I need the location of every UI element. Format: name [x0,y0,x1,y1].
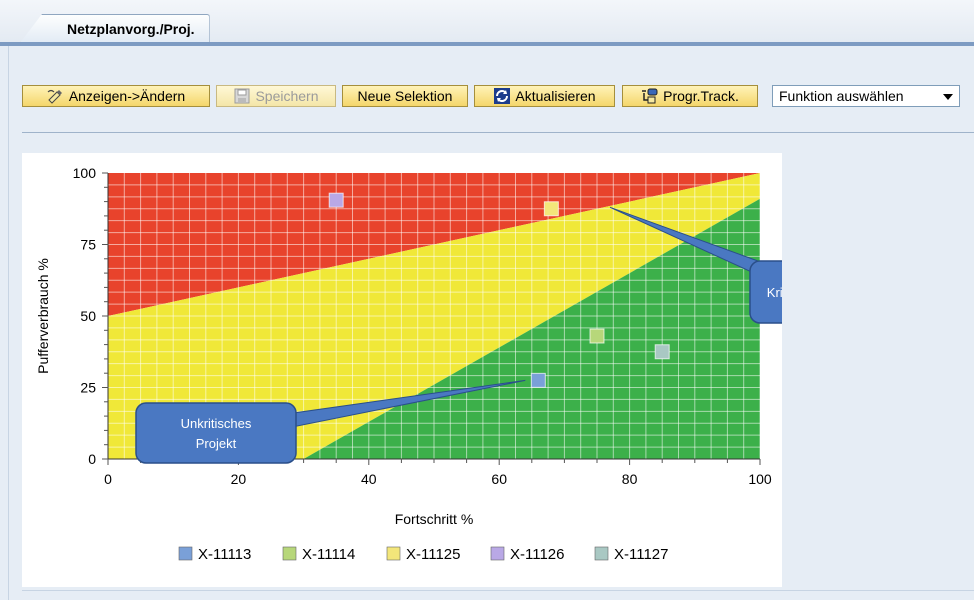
save-button[interactable]: Speichern [216,85,336,107]
chart-axes: 0 20 40 60 80 100 0 25 50 75 100 [73,165,772,487]
refresh-icon [494,88,511,104]
x-tick-label: 20 [231,471,247,487]
legend-label: X-11126 [510,546,565,563]
refresh-label: Aktualisieren [515,88,596,104]
toolbar-separator [22,132,974,133]
tab-underline [0,42,974,46]
legend-swatch [282,546,297,561]
bottom-border [22,590,974,591]
buffer-chart: 0 20 40 60 80 100 0 25 50 75 100 Kritisches Projek… [35,165,885,563]
y-axis-label: Pufferverbrauch % [35,258,51,374]
y-tick-label: 0 [88,451,96,467]
y-tick-label: 50 [80,308,96,324]
legend-swatch [594,546,609,561]
chevron-down-icon[interactable] [943,94,953,100]
legend-swatch [178,546,193,561]
callout-text: Unkritisches [181,416,252,431]
new-selection-label: Neue Selektion [357,88,453,104]
x-axis-label: Fortschritt % [395,511,474,527]
edit-pencil-icon [47,89,62,104]
legend-swatch [386,546,401,561]
x-tick-label: 100 [748,471,772,487]
toolbar: Anzeigen->Ändern Speichern Neue Selektio… [22,85,962,111]
y-tick-label: 100 [73,165,97,181]
tab-netzplanvorg[interactable]: Netzplanvorg./Proj. [20,14,210,43]
progress-track-icon [642,88,658,104]
callout-text: Projekt [196,436,237,451]
callout-text: Kritisches Projekt [767,285,782,300]
x-tick-label: 80 [622,471,638,487]
function-select[interactable]: Funktion auswählen [772,85,960,107]
legend-label: X-11127 [614,546,669,563]
chart-legend: X-11113 X-11114 X-11125 X-11126 X-11127 [178,546,669,563]
new-selection-button[interactable]: Neue Selektion [342,85,468,107]
y-tick-label: 25 [80,380,96,396]
legend-label: X-11125 [406,546,461,563]
chart-container: 0 20 40 60 80 100 0 25 50 75 100 Kritisches Projek… [22,153,885,587]
save-disk-icon [234,88,250,104]
data-point-x-11113 [530,372,546,388]
data-point-x-11126 [328,192,344,208]
save-label: Speichern [255,88,319,104]
data-point-x-11125 [543,201,559,217]
legend-label: X-11113 [198,546,251,563]
x-tick-label: 60 [491,471,507,487]
display-change-button[interactable]: Anzeigen->Ändern [22,85,210,107]
callout-box [135,402,297,464]
progress-track-button[interactable]: Progr.Track. [622,85,758,107]
data-point-x-11114 [589,328,605,344]
x-tick-label: 40 [361,471,377,487]
progress-track-label: Progr.Track. [663,88,739,104]
function-select-value: Funktion auswählen [779,88,904,104]
x-tick-label: 0 [104,471,112,487]
refresh-button[interactable]: Aktualisieren [474,85,615,107]
y-tick-label: 75 [80,237,96,253]
legend-label: X-11114 [302,546,355,563]
chart-points [328,192,670,388]
data-point-x-11127 [654,344,670,360]
display-change-label: Anzeigen->Ändern [68,88,186,104]
legend-swatch [490,546,505,561]
